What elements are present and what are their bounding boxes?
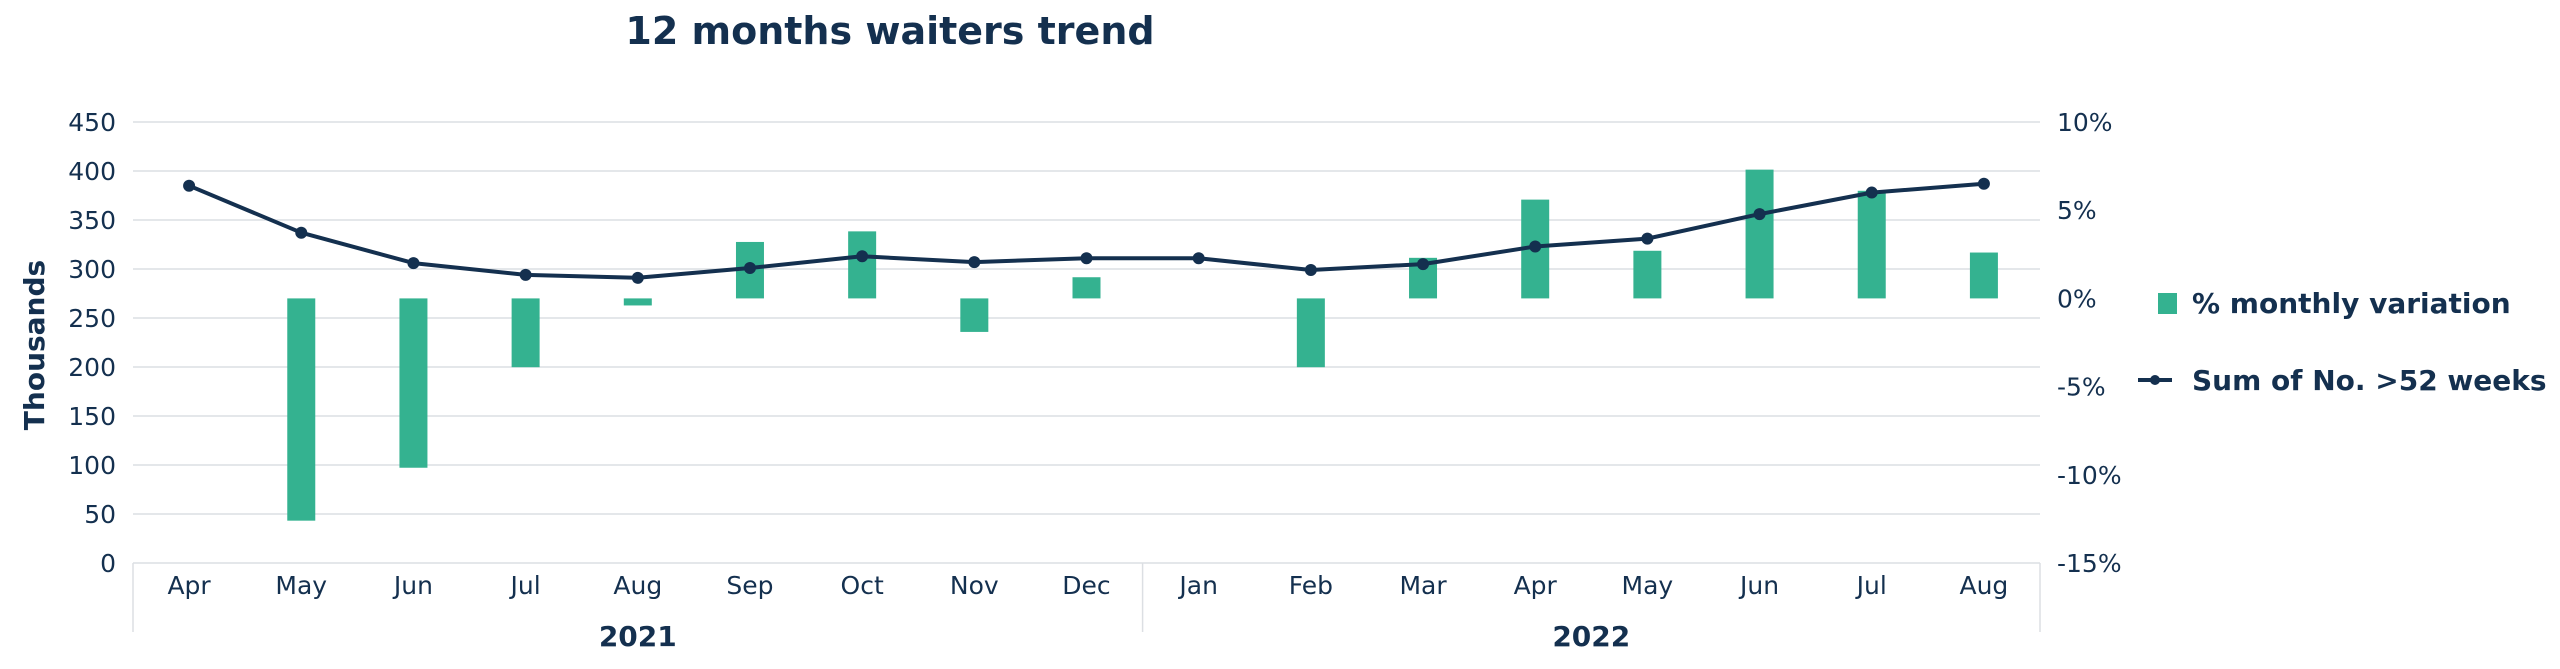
- x-tick-label: Jan: [1177, 571, 1218, 600]
- x-tick-label: Oct: [841, 571, 884, 600]
- line-point: [1417, 258, 1430, 271]
- y-axis-title: Thousands: [18, 260, 51, 430]
- legend: % monthly variation Sum of No. >52 weeks: [2138, 287, 2547, 397]
- bar: [1072, 277, 1101, 299]
- line-point: [407, 257, 420, 270]
- line-point: [1753, 208, 1766, 221]
- line-point: [631, 271, 644, 284]
- line-point: [1304, 263, 1317, 276]
- bar: [511, 298, 540, 368]
- x-tick-label: Aug: [1959, 571, 2008, 600]
- bar-series: [287, 169, 1998, 521]
- x-tick-label: Jun: [1738, 571, 1779, 600]
- left-tick-label: 150: [68, 402, 116, 431]
- bar: [399, 298, 428, 468]
- x-tick-label: May: [275, 571, 327, 600]
- legend-bar-label: % monthly variation: [2192, 287, 2511, 320]
- x-tick-label: Sep: [726, 571, 773, 600]
- left-tick-label: 50: [84, 500, 116, 529]
- left-tick-label: 450: [68, 108, 116, 137]
- left-tick-label: 250: [68, 304, 116, 333]
- line-point: [1192, 252, 1205, 265]
- line-point: [743, 262, 756, 275]
- left-tick-label: 200: [68, 353, 116, 382]
- line-point: [1529, 240, 1542, 253]
- x-tick-label: Jun: [392, 571, 433, 600]
- right-tick-label: 0%: [2057, 284, 2097, 313]
- line-point: [295, 226, 308, 239]
- legend-bar-swatch: [2158, 293, 2177, 314]
- group-label: 2021: [599, 620, 677, 653]
- bar: [960, 298, 989, 332]
- x-tick-label: Apr: [1514, 571, 1558, 600]
- x-tick-label: May: [1622, 571, 1674, 600]
- x-tick-label: Mar: [1399, 571, 1447, 600]
- left-tick-label: 100: [68, 451, 116, 480]
- right-tick-label: -5%: [2057, 373, 2106, 402]
- x-tick-label: Nov: [950, 571, 999, 600]
- right-tick-label: -15%: [2057, 549, 2122, 578]
- legend-line-marker: [2150, 375, 2160, 385]
- x-tick-label: Feb: [1289, 571, 1333, 600]
- group-label: 2022: [1552, 620, 1630, 653]
- bar: [1745, 169, 1774, 299]
- line-point: [1865, 186, 1878, 199]
- line-point: [183, 179, 196, 192]
- left-tick-label: 300: [68, 255, 116, 284]
- line-point: [856, 250, 869, 263]
- line-point: [519, 268, 532, 281]
- x-tick-label: Apr: [167, 571, 211, 600]
- x-tick-label: Dec: [1062, 571, 1110, 600]
- bar: [1857, 190, 1886, 299]
- right-axis-ticks: 10% 5% 0% -5% -10% -15%: [2057, 108, 2122, 578]
- left-tick-label: 400: [68, 157, 116, 186]
- bar: [1296, 298, 1325, 368]
- legend-line-label: Sum of No. >52 weeks: [2192, 364, 2547, 397]
- line-point: [1080, 252, 1093, 265]
- bar: [1633, 250, 1662, 299]
- right-tick-label: 10%: [2057, 108, 2113, 137]
- bar: [623, 298, 652, 306]
- line-point: [1977, 177, 1990, 190]
- left-tick-label: 350: [68, 206, 116, 235]
- x-tick-label: Aug: [613, 571, 662, 600]
- left-axis-ticks: 0 50 100 150 200 250 300 350 400 450: [68, 108, 116, 578]
- x-tick-label: Jul: [1855, 571, 1887, 600]
- line-point: [1641, 232, 1654, 245]
- line-series: [183, 177, 1990, 284]
- right-tick-label: 5%: [2057, 196, 2097, 225]
- bar: [1969, 252, 1998, 299]
- left-tick-label: 0: [100, 549, 116, 578]
- line-point: [968, 256, 981, 269]
- bar: [287, 298, 316, 521]
- chart-title: 12 months waiters trend: [625, 9, 1154, 53]
- x-tick-label: Jul: [509, 571, 541, 600]
- bar: [848, 231, 877, 299]
- x-axis-groups: 2021 2022: [132, 563, 2041, 653]
- x-axis-ticks: Apr May Jun Jul Aug Sep Oct Nov Dec Jan Feb Mar Apr M…: [167, 571, 2008, 600]
- right-tick-label: -10%: [2057, 461, 2122, 490]
